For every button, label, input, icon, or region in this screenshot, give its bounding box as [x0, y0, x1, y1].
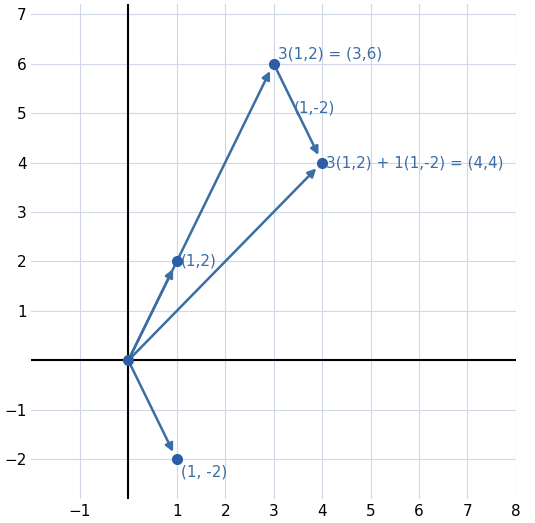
Text: (1,2): (1,2): [181, 254, 217, 269]
Text: 3(1,2) = (3,6): 3(1,2) = (3,6): [278, 46, 382, 61]
Text: 3(1,2) + 1(1,-2) = (4,4): 3(1,2) + 1(1,-2) = (4,4): [326, 155, 503, 170]
Text: (1, -2): (1, -2): [181, 464, 227, 480]
Text: (1,-2): (1,-2): [294, 100, 335, 116]
